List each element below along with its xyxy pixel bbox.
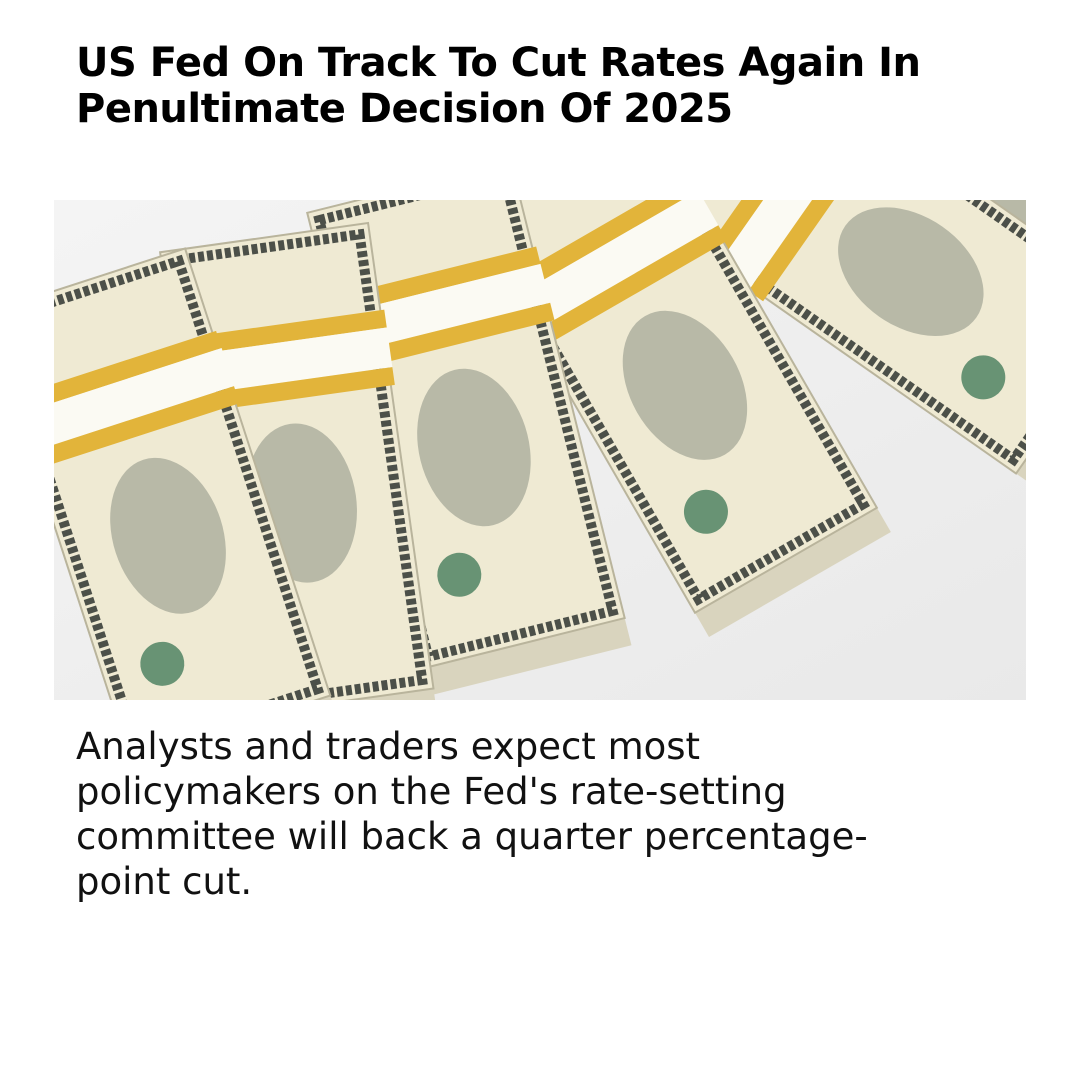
body-text: Analysts and traders expect most policym… (76, 725, 868, 903)
photo (54, 200, 1026, 700)
headline: US Fed On Track To Cut Rates Again In Pe… (76, 40, 921, 132)
